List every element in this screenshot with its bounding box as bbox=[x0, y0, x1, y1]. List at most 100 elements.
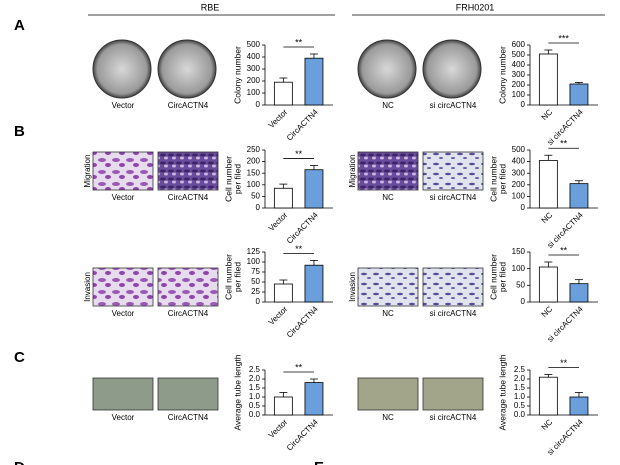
bar bbox=[569, 183, 589, 209]
row-label: Invasion bbox=[348, 272, 357, 302]
y-tick-label: 50 bbox=[251, 277, 260, 286]
y-tick-label: 400 bbox=[512, 157, 526, 166]
y-tick-label: 1.0 bbox=[514, 392, 526, 401]
image-caption: NC bbox=[382, 193, 394, 202]
image-caption: CircACTN4 bbox=[168, 193, 209, 202]
bar bbox=[569, 396, 589, 416]
y-axis-label: Average tube length bbox=[497, 354, 507, 430]
significance-label: *** bbox=[558, 33, 569, 43]
x-tick-label: NC bbox=[540, 210, 555, 225]
y-tick-label: 300 bbox=[247, 64, 261, 73]
y-axis-label: Colony number bbox=[232, 46, 242, 104]
y-tick-label: 0 bbox=[256, 100, 261, 109]
row-label: Migration bbox=[348, 155, 357, 188]
x-tick-label: Vector bbox=[267, 417, 290, 440]
bar bbox=[304, 169, 324, 209]
x-tick-label: Vector bbox=[267, 210, 290, 233]
y-tick-label: 100 bbox=[247, 257, 261, 266]
y-tick-label: 200 bbox=[512, 80, 526, 89]
y-tick-label: 2.5 bbox=[249, 365, 261, 374]
image-caption: CircACTN4 bbox=[168, 309, 209, 318]
y-axis-label: Cell number bbox=[223, 156, 233, 202]
panel-letter: C bbox=[14, 349, 25, 366]
image-caption: Vector bbox=[112, 309, 135, 318]
y-tick-label: 25 bbox=[251, 287, 260, 296]
bar bbox=[538, 160, 558, 209]
bar bbox=[273, 187, 293, 209]
y-axis-label: per filed bbox=[497, 262, 507, 293]
x-tick-label: CircACTN4 bbox=[285, 304, 320, 339]
y-tick-label: 2.0 bbox=[514, 374, 526, 383]
y-tick-label: 0.5 bbox=[514, 401, 526, 410]
image-caption: NC bbox=[382, 101, 394, 110]
bar bbox=[273, 81, 293, 106]
significance-label: ** bbox=[560, 245, 568, 255]
y-tick-label: 500 bbox=[512, 50, 526, 59]
y-tick-label: 0.5 bbox=[249, 401, 261, 410]
image-caption: si circACTN4 bbox=[430, 193, 477, 202]
micrograph bbox=[157, 151, 219, 191]
micrograph bbox=[157, 377, 219, 411]
y-axis-label: Cell number bbox=[488, 156, 498, 202]
y-tick-label: 2.0 bbox=[249, 374, 261, 383]
significance-label: ** bbox=[560, 358, 568, 368]
x-tick-label: NC bbox=[540, 107, 555, 122]
significance-label: ** bbox=[295, 149, 303, 159]
y-tick-label: 400 bbox=[512, 60, 526, 69]
y-tick-label: 200 bbox=[247, 157, 261, 166]
y-axis-label: per filed bbox=[497, 164, 507, 195]
y-tick-label: 150 bbox=[247, 168, 261, 177]
panel-letter: D bbox=[14, 459, 25, 465]
significance-label: ** bbox=[295, 362, 303, 372]
y-tick-label: 1.0 bbox=[249, 392, 261, 401]
panel-letter: A bbox=[14, 17, 25, 34]
image-caption: CircACTN4 bbox=[168, 413, 209, 422]
image-caption: NC bbox=[382, 413, 394, 422]
y-tick-label: 2.5 bbox=[514, 365, 526, 374]
image-caption: Vector bbox=[112, 101, 135, 110]
petri-dish bbox=[422, 39, 482, 99]
micrograph bbox=[422, 267, 484, 307]
y-tick-label: 500 bbox=[247, 40, 261, 49]
y-tick-label: 0 bbox=[256, 203, 261, 212]
y-tick-label: 100 bbox=[247, 88, 261, 97]
y-axis-label: per filed bbox=[232, 262, 242, 293]
y-tick-label: 300 bbox=[512, 70, 526, 79]
micrograph bbox=[92, 377, 154, 411]
micrograph bbox=[422, 151, 484, 191]
bar bbox=[569, 83, 589, 106]
x-tick-label: CircACTN4 bbox=[285, 107, 320, 142]
x-tick-label: Vector bbox=[267, 304, 290, 327]
bar bbox=[538, 266, 558, 303]
y-tick-label: 400 bbox=[247, 52, 261, 61]
y-tick-label: 100 bbox=[512, 90, 526, 99]
bar bbox=[273, 396, 293, 416]
bar bbox=[538, 53, 558, 106]
x-tick-label: CircACTN4 bbox=[285, 417, 320, 452]
image-caption: Vector bbox=[112, 193, 135, 202]
y-tick-label: 1.5 bbox=[514, 383, 526, 392]
image-caption: si circACTN4 bbox=[430, 309, 477, 318]
y-tick-label: 50 bbox=[516, 280, 525, 289]
y-axis-label: per filed bbox=[232, 164, 242, 195]
y-tick-label: 600 bbox=[512, 40, 526, 49]
micrograph bbox=[157, 267, 219, 307]
y-axis-label: Average tube length bbox=[232, 354, 242, 430]
y-tick-label: 75 bbox=[251, 267, 260, 276]
y-tick-label: 100 bbox=[247, 180, 261, 189]
petri-dish bbox=[357, 39, 417, 99]
y-tick-label: 250 bbox=[247, 145, 261, 154]
cell-line: RBE bbox=[201, 2, 220, 12]
significance-label: ** bbox=[295, 244, 303, 254]
y-axis-label: Colony number bbox=[497, 46, 507, 104]
x-tick-label: CircACTN4 bbox=[285, 210, 320, 245]
y-tick-label: 125 bbox=[247, 247, 261, 256]
x-tick-label: NC bbox=[540, 304, 555, 319]
micrograph bbox=[357, 151, 419, 191]
significance-label: ** bbox=[560, 139, 568, 149]
y-tick-label: 0 bbox=[256, 297, 261, 306]
micrograph bbox=[357, 377, 419, 411]
y-tick-label: 0 bbox=[521, 100, 526, 109]
bar bbox=[273, 283, 293, 303]
